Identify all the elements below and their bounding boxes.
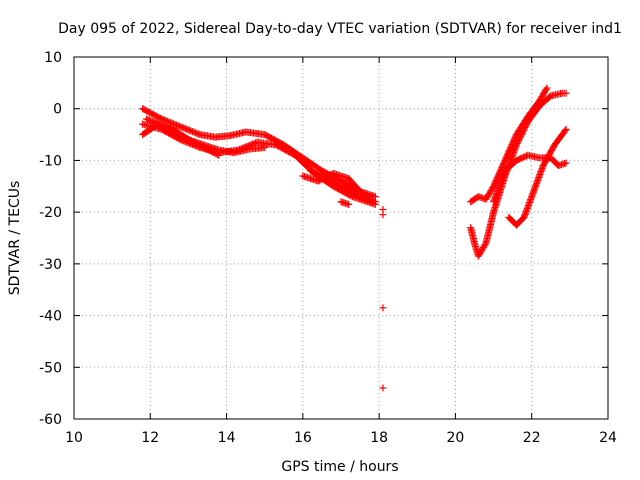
data-point <box>349 189 357 197</box>
y-tick-label: -40 <box>39 309 62 325</box>
data-point <box>289 150 297 158</box>
data-point <box>379 304 387 312</box>
x-tick-label: 10 <box>65 430 83 446</box>
data-point <box>533 105 541 113</box>
data-point <box>527 194 535 202</box>
data-point <box>354 185 362 193</box>
tick-labels: 10 12 14 16 18 20 22 24 -60 -50 -40 -30 -20 -10 0 10 <box>39 50 617 446</box>
data-point <box>197 142 205 150</box>
data-point <box>489 210 497 218</box>
data-point <box>518 216 526 224</box>
data-point <box>334 181 342 189</box>
data-point <box>470 238 478 246</box>
data-point <box>355 186 363 194</box>
data-point <box>214 151 222 159</box>
data-point <box>561 127 569 135</box>
y-axis-label: SDTVAR / TECUs <box>7 181 23 296</box>
y-tick-label: -50 <box>39 360 62 376</box>
y-tick-label: -10 <box>39 153 62 169</box>
data-point <box>560 128 568 136</box>
data-point <box>194 130 202 138</box>
data-point <box>542 85 550 93</box>
data-point <box>271 141 279 149</box>
data-point <box>175 122 183 130</box>
data-point <box>522 121 530 129</box>
data-point <box>212 150 220 158</box>
x-axis-label: GPS time / hours <box>281 459 398 475</box>
axis-ticks <box>73 56 609 420</box>
data-points <box>139 84 570 392</box>
data-point <box>544 94 552 102</box>
data-point <box>488 185 496 193</box>
y-tick-label: 0 <box>53 102 62 118</box>
data-point <box>549 144 557 152</box>
data-point <box>259 130 267 138</box>
data-point <box>379 211 387 219</box>
x-tick-label: 14 <box>218 430 236 446</box>
data-point <box>178 132 186 140</box>
data-point <box>370 197 378 205</box>
data-point <box>510 158 518 166</box>
data-point <box>155 114 163 122</box>
plot-frame <box>73 56 609 420</box>
y-tick-label: -20 <box>39 205 62 221</box>
chart-title: Day 095 of 2022, Sidereal Day-to-day VTE… <box>58 21 622 37</box>
data-point <box>472 194 480 202</box>
data-point <box>552 159 560 167</box>
data-point <box>343 200 351 208</box>
data-point <box>480 242 488 250</box>
data-point <box>560 89 568 97</box>
x-tick-label: 18 <box>370 430 388 446</box>
data-point <box>561 160 569 168</box>
x-tick-label: 22 <box>523 430 541 446</box>
data-point <box>521 153 529 161</box>
y-tick-label: -60 <box>39 412 62 428</box>
data-point <box>315 165 323 173</box>
x-tick-label: 24 <box>599 430 617 446</box>
y-tick-label: 10 <box>44 50 62 66</box>
data-point <box>541 87 549 95</box>
data-point <box>379 384 387 392</box>
x-tick-label: 16 <box>294 430 312 446</box>
x-tick-label: 20 <box>447 430 465 446</box>
data-point <box>232 146 240 154</box>
data-point <box>500 159 508 167</box>
x-tick-label: 12 <box>141 430 159 446</box>
data-point <box>481 241 489 249</box>
y-tick-label: -30 <box>39 257 62 273</box>
grid-lines <box>74 57 608 419</box>
